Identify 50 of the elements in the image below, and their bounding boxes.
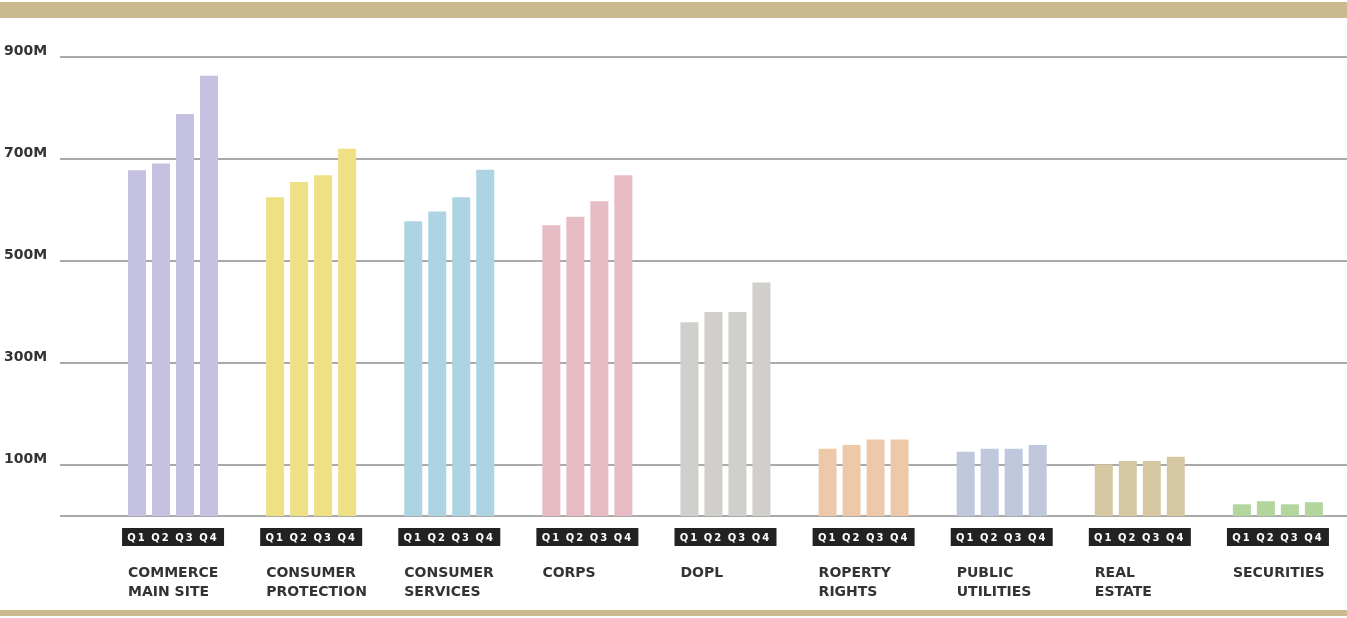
text: Q2 [1256, 532, 1276, 543]
text: Q4 [1027, 532, 1048, 543]
text: Q3 [1003, 532, 1024, 543]
text: Q4 [337, 532, 357, 543]
text: Q4 [1304, 532, 1324, 543]
text: Q1 [817, 532, 838, 543]
text: Q3 [313, 532, 333, 543]
x-tick-label: SECURITIES [1232, 564, 1325, 580]
x-tick-label: DOPL [680, 564, 724, 580]
text: Q2 [979, 532, 1000, 543]
text: Q3 [865, 532, 886, 543]
x-tick-label: COMMERCE MAIN SITE [128, 564, 219, 599]
text: Q3 [1280, 532, 1300, 543]
text: Q3 [1142, 532, 1162, 543]
text: Q4 [1166, 532, 1186, 543]
series-label: Q3 [727, 532, 748, 543]
text: Q1 [955, 532, 976, 543]
text: Q2 [289, 532, 309, 543]
text: Q1 [1232, 532, 1252, 543]
y-tick-label: 900M [4, 42, 48, 58]
text: Q4 [199, 532, 219, 543]
text: Q2 [841, 532, 862, 543]
y-tick-label: 500M [4, 246, 48, 262]
y-tick-label: 300M [4, 348, 48, 364]
text: Q4 [475, 532, 496, 543]
x-tick-label: CONSUMER PROTECTION [266, 564, 367, 599]
y-tick-label: 700M [4, 144, 48, 160]
series-label: Q1 [679, 532, 700, 543]
y-tick-label: 100M [4, 450, 48, 466]
x-tick-label: CORPS [542, 564, 596, 580]
text: Q1 [541, 532, 562, 543]
x-tick-label: CONSUMER SERVICES [404, 564, 495, 599]
x-tick-label: ROPERTY RIGHTS [818, 564, 892, 599]
text: Q3 [589, 532, 610, 543]
text: Q3 [451, 532, 472, 543]
x-tick-label: PUBLIC UTILITIES [956, 564, 1032, 599]
text: Q2 [427, 532, 448, 543]
text: Q1 [127, 532, 147, 543]
text: Q1 [1094, 532, 1114, 543]
series-label: Q2 [703, 532, 724, 543]
text: Q3 [175, 532, 195, 543]
text: Q2 [565, 532, 586, 543]
text: Q2 [1118, 532, 1138, 543]
text: Q4 [613, 532, 634, 543]
text: Q2 [151, 532, 171, 543]
x-tick-label: REAL ESTATE [1094, 564, 1152, 599]
text: Q4 [889, 532, 910, 543]
series-label: Q4 [751, 532, 772, 543]
text: Q1 [265, 532, 285, 543]
text: Q1 [403, 532, 424, 543]
